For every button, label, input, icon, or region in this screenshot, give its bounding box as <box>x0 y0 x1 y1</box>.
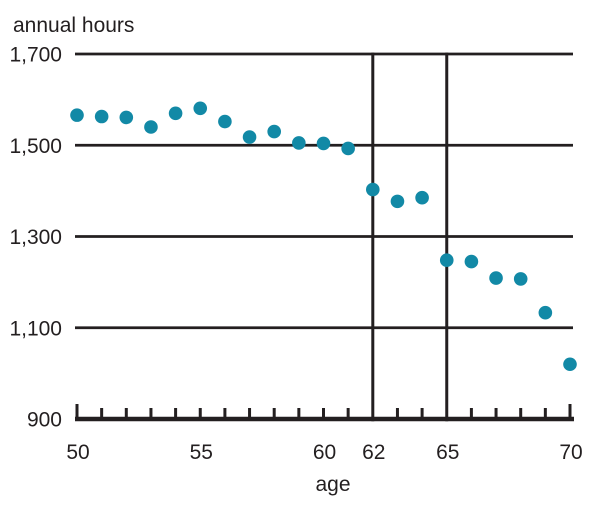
gridline-group <box>75 52 573 422</box>
y-tick-label: 900 <box>27 409 62 432</box>
axis-group <box>75 404 574 422</box>
x-tick-label: 60 <box>313 441 336 464</box>
data-point <box>119 110 134 125</box>
data-point <box>489 271 503 285</box>
x-tick-label: 70 <box>559 441 582 464</box>
x-tick-label: 65 <box>436 441 459 464</box>
data-point <box>292 136 306 150</box>
data-point <box>193 101 208 116</box>
x-tick-label: 62 <box>362 441 385 464</box>
data-point <box>390 194 405 209</box>
y-tick-label: 1,100 <box>9 317 62 340</box>
data-point <box>464 254 479 269</box>
data-point <box>538 305 553 320</box>
data-point <box>168 106 183 121</box>
data-point <box>70 108 84 122</box>
x-tick-label: 55 <box>190 441 213 464</box>
data-point <box>267 124 282 139</box>
data-point <box>144 120 158 134</box>
y-tick-label: 1,700 <box>9 44 62 67</box>
chart-title: annual hours <box>13 14 134 37</box>
data-point <box>341 141 355 156</box>
data-point <box>94 109 109 124</box>
data-point <box>218 114 232 129</box>
data-point <box>563 357 577 372</box>
y-tick-label: 1,300 <box>9 226 62 249</box>
data-point <box>316 136 331 151</box>
x-axis-title: age <box>315 473 350 496</box>
data-point <box>242 130 257 144</box>
data-point-group <box>70 101 577 372</box>
data-point <box>513 272 528 286</box>
data-point <box>415 190 429 205</box>
data-point <box>439 253 454 268</box>
data-point <box>366 182 380 197</box>
x-tick-label: 50 <box>66 441 89 464</box>
y-tick-label: 1,500 <box>9 135 62 158</box>
